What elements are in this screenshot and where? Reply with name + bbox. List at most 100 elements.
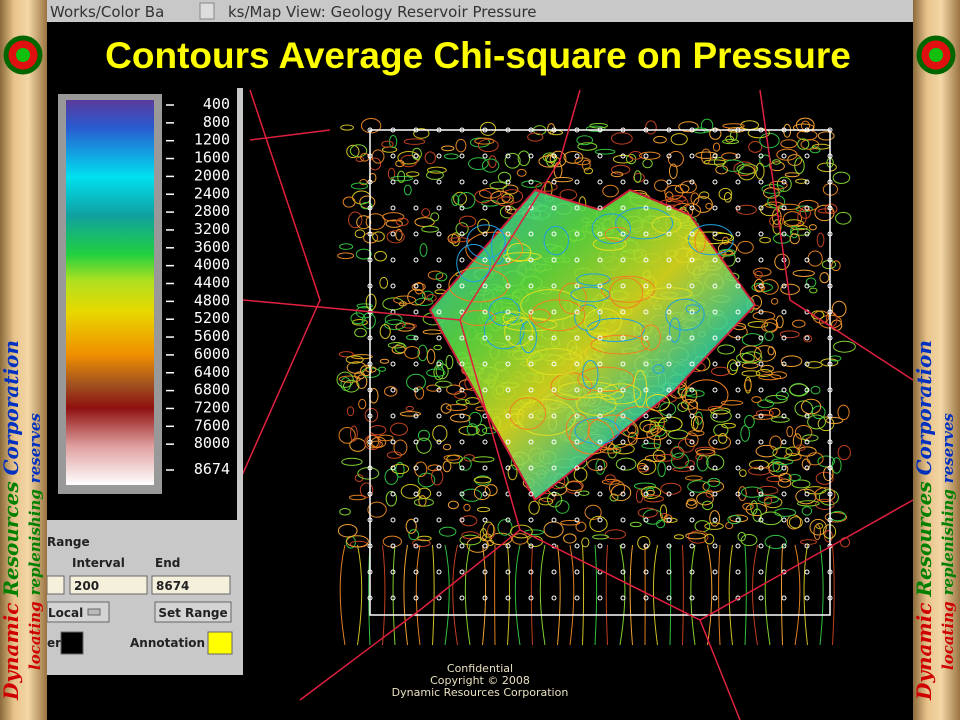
grid-node	[689, 595, 695, 601]
contour	[763, 187, 780, 199]
grid-node	[528, 361, 534, 367]
contour	[517, 150, 531, 167]
contour	[502, 311, 526, 325]
grid-node	[551, 127, 557, 133]
grid-node	[482, 595, 488, 601]
contour	[817, 455, 836, 468]
grid-node	[551, 153, 557, 159]
grid-node	[827, 309, 833, 315]
grid-node	[390, 231, 396, 237]
grid-node	[413, 543, 419, 549]
contour	[395, 217, 409, 227]
grid-node	[436, 361, 442, 367]
grid-node	[505, 335, 511, 341]
contour	[587, 414, 639, 449]
contour	[728, 544, 733, 646]
grid-node	[712, 543, 718, 549]
grid-node	[413, 387, 419, 393]
grid-node	[551, 179, 557, 185]
grid-node	[758, 465, 764, 471]
contour	[771, 458, 794, 466]
contour	[487, 523, 496, 539]
grid-node	[758, 595, 764, 601]
grid-node	[597, 335, 603, 341]
contour	[565, 481, 583, 494]
grid-node	[827, 283, 833, 289]
contour	[803, 544, 808, 646]
contour	[755, 444, 778, 458]
grid-node	[574, 439, 580, 445]
grid-node	[827, 413, 833, 419]
contour	[349, 144, 368, 158]
grid-node	[436, 569, 442, 575]
grid-node	[666, 517, 672, 523]
contour	[653, 135, 667, 144]
start-input[interactable]	[46, 575, 65, 595]
contour	[455, 222, 469, 236]
color-swatch[interactable]	[60, 631, 84, 655]
mode-label: Local	[48, 606, 83, 620]
grid-node	[781, 283, 787, 289]
contour	[768, 180, 788, 190]
contour	[550, 372, 593, 400]
contour	[338, 427, 356, 444]
contour	[393, 439, 408, 456]
grid-node	[712, 205, 718, 211]
grid-node	[735, 257, 741, 263]
interval-label: Interval	[72, 556, 125, 570]
grid-node	[735, 309, 741, 315]
contour	[411, 147, 422, 160]
contour	[354, 229, 366, 239]
end-input[interactable]	[151, 575, 231, 595]
grid-node	[620, 127, 626, 133]
window-title: Works/Color Ba	[50, 3, 164, 21]
window-button[interactable]	[199, 2, 215, 20]
grid-node	[436, 283, 442, 289]
color-bar	[66, 100, 154, 485]
contour	[366, 435, 380, 449]
color-bar-label: 5200	[194, 309, 230, 327]
contour	[615, 457, 637, 471]
grid-node	[482, 309, 488, 315]
contour	[569, 544, 575, 646]
contour	[610, 484, 632, 502]
contour	[592, 237, 627, 251]
tagline-word: reserves	[26, 413, 44, 484]
color-bar-label: 400	[203, 95, 230, 113]
grid-node	[459, 205, 465, 211]
annotation-swatch[interactable]	[207, 631, 233, 655]
contour	[642, 423, 659, 434]
contour	[460, 515, 478, 527]
grid-node	[804, 205, 810, 211]
set-range-button[interactable]	[154, 601, 232, 623]
contour	[712, 142, 721, 152]
grid-node	[390, 517, 396, 523]
grid-node	[689, 387, 695, 393]
grid-node	[505, 179, 511, 185]
grid-node	[758, 309, 764, 315]
color-bar-label: 6400	[194, 363, 230, 381]
contour	[403, 184, 412, 196]
contour	[685, 304, 701, 314]
grid-node	[390, 595, 396, 601]
contour	[831, 260, 841, 272]
contour	[419, 243, 428, 257]
contour	[504, 152, 521, 169]
grid-node	[390, 257, 396, 263]
interval-input[interactable]	[69, 575, 148, 595]
contour	[482, 544, 487, 646]
contour	[609, 480, 626, 496]
grid-node	[827, 569, 833, 575]
contour	[395, 160, 405, 168]
grid-node	[528, 387, 534, 393]
contour	[456, 243, 491, 283]
footer-line: Copyright © 2008	[430, 674, 530, 687]
contour	[741, 370, 761, 377]
grid-node	[689, 439, 695, 445]
grid-node	[620, 491, 626, 497]
contour	[599, 448, 621, 454]
grid-node	[459, 413, 465, 419]
contour	[809, 146, 821, 154]
grid-node	[804, 231, 810, 237]
grid-node	[505, 517, 511, 523]
